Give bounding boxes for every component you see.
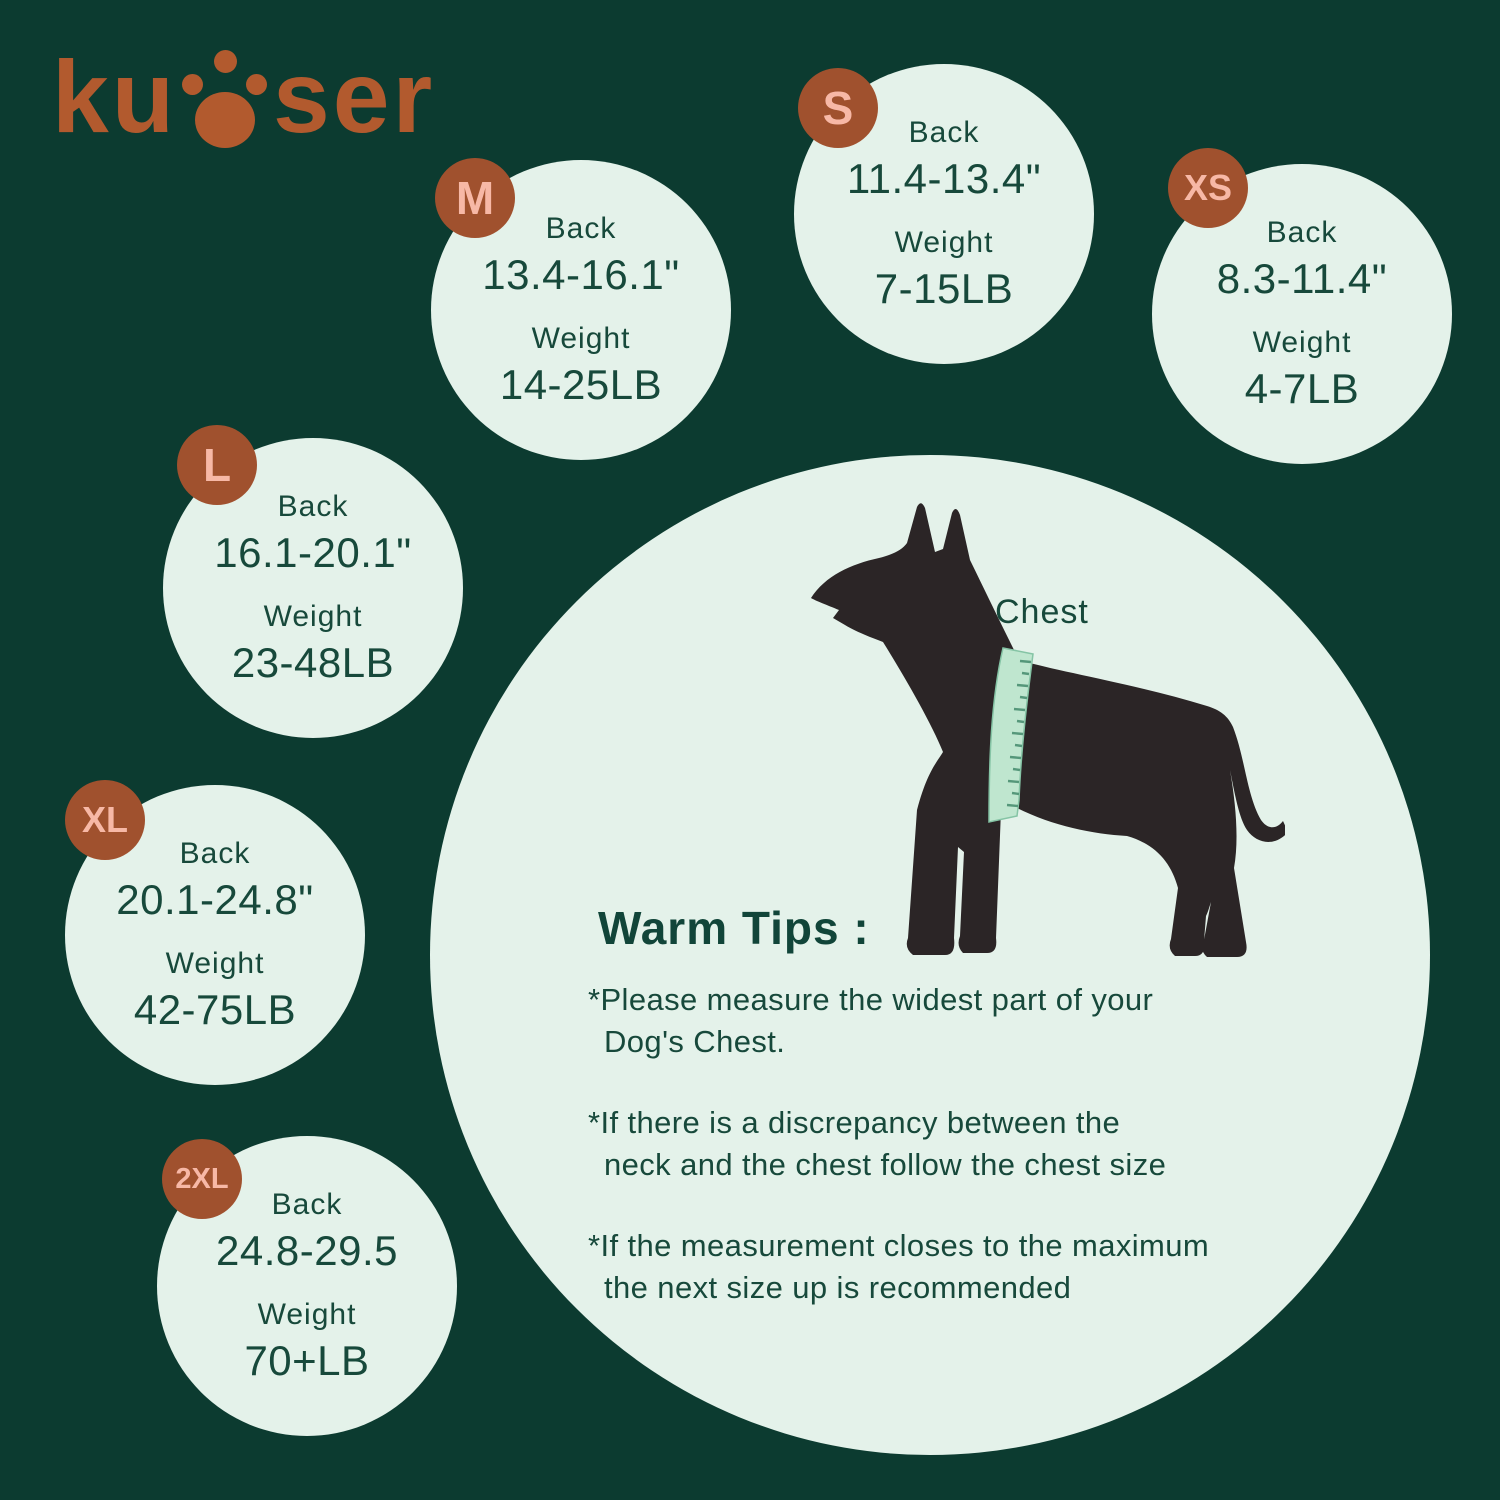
logo-text-suffix: ser — [273, 40, 436, 154]
tip-line: *If there is a discrepancy between the — [588, 1105, 1121, 1140]
weight-range: 4-7LB — [1244, 364, 1360, 412]
back-range: 8.3-11.4" — [1216, 254, 1388, 302]
tip-line: *Please measure the widest part of your — [588, 982, 1154, 1017]
measuring-tape-icon — [988, 647, 1034, 823]
logo-text-prefix: ku — [52, 40, 178, 154]
paw-icon — [182, 48, 268, 148]
size-code: XS — [1183, 167, 1233, 208]
tip-line: neck and the chest follow the chest size — [604, 1147, 1167, 1182]
size-code: 2XL — [175, 1162, 229, 1195]
tip-item: *Please measure the widest part of your … — [588, 979, 1388, 1063]
size-code: L — [202, 439, 232, 491]
size-badge-l: L — [177, 425, 257, 505]
tip-item: *If there is a discrepancy between the n… — [588, 1102, 1388, 1186]
weight-label: Weight — [894, 225, 994, 259]
size-badge-s: S — [798, 68, 878, 148]
back-label: Back — [908, 115, 980, 149]
back-range: 13.4-16.1" — [482, 250, 680, 298]
weight-label: Weight — [1252, 325, 1352, 359]
back-label: Back — [179, 836, 251, 870]
back-range: 24.8-29.5 — [216, 1226, 398, 1274]
weight-range: 70+LB — [244, 1336, 370, 1384]
tip-line: Dog's Chest. — [604, 1024, 786, 1059]
size-circle-s: Back 11.4-13.4" Weight 7-15LB — [794, 64, 1094, 364]
weight-label: Weight — [263, 599, 363, 633]
back-label: Back — [1266, 215, 1338, 249]
warm-tips-heading: Warm Tips : — [598, 902, 870, 954]
weight-range: 7-15LB — [874, 264, 1014, 312]
chest-label: Chest — [995, 593, 1089, 631]
weight-label: Weight — [165, 946, 265, 980]
weight-range: 14-25LB — [499, 360, 663, 408]
warm-tips-list: *Please measure the widest part of your … — [588, 979, 1388, 1348]
weight-label: Weight — [531, 321, 631, 355]
back-label: Back — [271, 1187, 343, 1221]
weight-label: Weight — [257, 1297, 357, 1331]
back-range: 11.4-13.4" — [846, 154, 1042, 202]
size-code: M — [455, 172, 495, 224]
tip-line: the next size up is recommended — [604, 1270, 1072, 1305]
brand-logo: ku ser — [52, 46, 435, 148]
dog-body — [811, 503, 1285, 957]
back-range: 16.1-20.1" — [214, 528, 412, 576]
size-badge-xl: XL — [65, 780, 145, 860]
back-label: Back — [277, 489, 349, 523]
size-code: S — [822, 82, 854, 134]
dog-silhouette — [811, 503, 1285, 957]
weight-range: 23-48LB — [231, 638, 395, 686]
measuring-guide-circle: Chest Warm Tips : *Please measure the wi… — [430, 455, 1430, 1455]
tip-line: *If the measurement closes to the maximu… — [588, 1228, 1210, 1263]
size-circle-m: Back 13.4-16.1" Weight 14-25LB — [431, 160, 731, 460]
size-badge-2xl: 2XL — [162, 1139, 242, 1219]
tip-item: *If the measurement closes to the maximu… — [588, 1225, 1388, 1309]
size-badge-m: M — [435, 158, 515, 238]
back-label: Back — [545, 211, 617, 245]
size-badge-xs: XS — [1168, 148, 1248, 228]
back-range: 20.1-24.8" — [116, 875, 314, 923]
weight-range: 42-75LB — [133, 985, 297, 1033]
size-code: XL — [81, 799, 128, 840]
